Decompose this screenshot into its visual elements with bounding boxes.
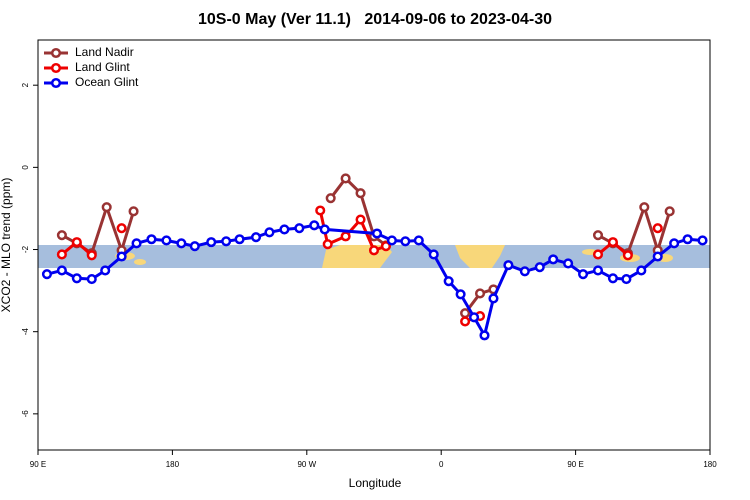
data-point [639,202,650,213]
data-point [116,223,127,234]
data-point [592,249,604,260]
data-point [322,239,333,250]
data-point [563,258,574,269]
y-axis-title: XCO2 - MLO trend (ppm) [0,178,13,313]
data-point [71,273,82,284]
x-tick-label: 90 W [297,460,316,469]
data-point [189,241,200,252]
legend-label: Land Glint [75,60,130,74]
data-point [474,288,486,299]
data-point [319,224,330,235]
data-point [592,230,604,241]
data-point [428,249,439,260]
legend-label: Ocean Glint [75,75,139,89]
data-point [479,330,490,341]
data-point [56,265,67,276]
data-point [86,274,97,285]
data-point [294,223,305,234]
data-point [368,245,380,256]
data-point [386,235,397,246]
data-point [116,251,127,262]
data-point [664,206,675,217]
data-point [460,308,471,319]
data-point [101,202,112,213]
data-point [455,289,466,300]
data-point [221,236,232,247]
data-point [100,265,111,276]
y-tick-label: -4 [21,328,30,336]
y-tick-label: -6 [21,410,30,418]
data-point [176,238,187,249]
legend-marker [50,62,62,74]
data-point [264,227,275,238]
data-point [355,214,366,225]
y-tick-label: -2 [21,245,30,253]
data-point [355,188,366,199]
data-point [578,269,589,280]
data-point [71,237,82,248]
legend-marker [50,47,62,59]
data-point [413,235,424,246]
series-line [46,223,703,340]
x-tick-label: 90 E [567,460,583,469]
data-point [682,234,693,245]
data-point [380,241,391,252]
data-point [146,234,157,245]
data-point [697,235,708,246]
data-point [607,237,618,248]
data-point [607,273,618,284]
data-point [469,312,480,323]
data-point [460,316,471,327]
data-point [128,206,139,217]
plot-frame [37,39,711,451]
data-point [519,266,530,277]
y-tick-label: 2 [21,82,30,87]
data-point [488,293,499,304]
data-point [503,260,514,271]
data-point [652,251,663,262]
data-point [340,231,351,242]
data-point [636,265,647,276]
data-point [400,236,411,247]
data-point [206,237,217,248]
data-point [131,238,142,249]
data-point [548,254,559,265]
data-point [652,223,663,234]
data-point [309,220,320,231]
x-tick-label: 180 [703,460,717,469]
data-point [56,230,67,241]
data-point [622,250,633,261]
data-point [161,235,172,246]
data-point [443,276,454,287]
data-point [56,249,67,260]
legend-label: Land Nadir [75,45,134,59]
chart-title: 10S-0 May (Ver 11.1) 2014-09-06 to 2023-… [198,11,552,28]
data-point [534,262,545,273]
x-axis-title: Longitude [349,476,402,490]
x-tick-label: 180 [166,460,180,469]
data-point [86,250,97,261]
data-point [315,205,326,216]
data-point [234,234,245,245]
data-point [250,232,262,243]
x-tick-label: 0 [439,460,444,469]
data-point [41,269,53,280]
x-tick-label: 90 E [30,460,46,469]
data-point [592,265,604,276]
y-tick-label: 0 [21,165,30,170]
data-point [279,224,290,235]
data-point [621,274,632,285]
data-point [669,238,680,249]
legend-marker [50,77,62,89]
data-point [325,193,336,204]
data-point [340,173,351,184]
data-point [371,228,383,239]
